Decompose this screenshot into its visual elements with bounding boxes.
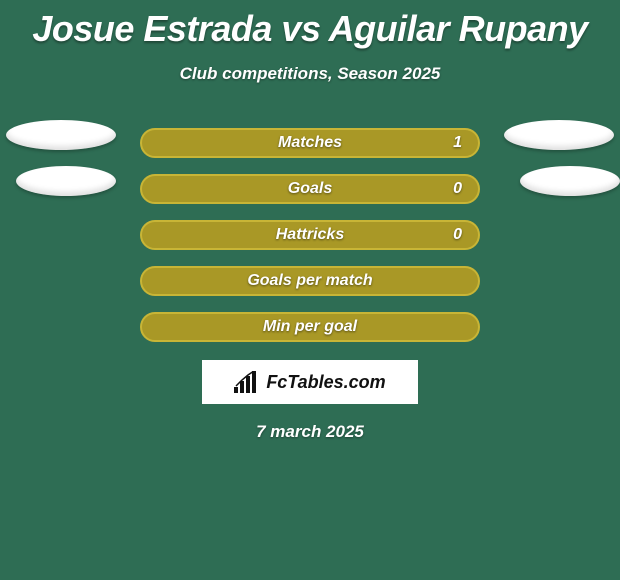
stat-value: 0	[453, 180, 462, 198]
page-title: Josue Estrada vs Aguilar Rupany	[0, 0, 620, 50]
stat-label: Goals	[288, 180, 332, 198]
stat-row: Hattricks 0	[0, 212, 620, 258]
stat-bar-min-per-goal: Min per goal	[140, 312, 480, 342]
stat-bar-goals-per-match: Goals per match	[140, 266, 480, 296]
player-left-oval	[6, 120, 116, 150]
stat-row: Min per goal	[0, 304, 620, 350]
player-left-oval	[16, 166, 116, 196]
stat-row: Goals per match	[0, 258, 620, 304]
date-label: 7 march 2025	[0, 422, 620, 442]
stat-label: Goals per match	[247, 272, 372, 290]
player-right-oval	[520, 166, 620, 196]
stats-rows: Matches 1 Goals 0 Hattricks 0 Goals per …	[0, 120, 620, 350]
stat-value: 0	[453, 226, 462, 244]
stat-label: Matches	[278, 134, 342, 152]
stat-value: 1	[453, 134, 462, 152]
stat-row: Matches 1	[0, 120, 620, 166]
stat-bar-matches: Matches 1	[140, 128, 480, 158]
player-right-oval	[504, 120, 614, 150]
stat-bar-goals: Goals 0	[140, 174, 480, 204]
logo-box: FcTables.com	[202, 360, 418, 404]
logo-text: FcTables.com	[266, 372, 385, 393]
stat-label: Min per goal	[263, 318, 357, 336]
stat-bar-hattricks: Hattricks 0	[140, 220, 480, 250]
stat-label: Hattricks	[276, 226, 344, 244]
fctables-logo-icon	[234, 371, 260, 393]
page-subtitle: Club competitions, Season 2025	[0, 64, 620, 84]
stat-row: Goals 0	[0, 166, 620, 212]
